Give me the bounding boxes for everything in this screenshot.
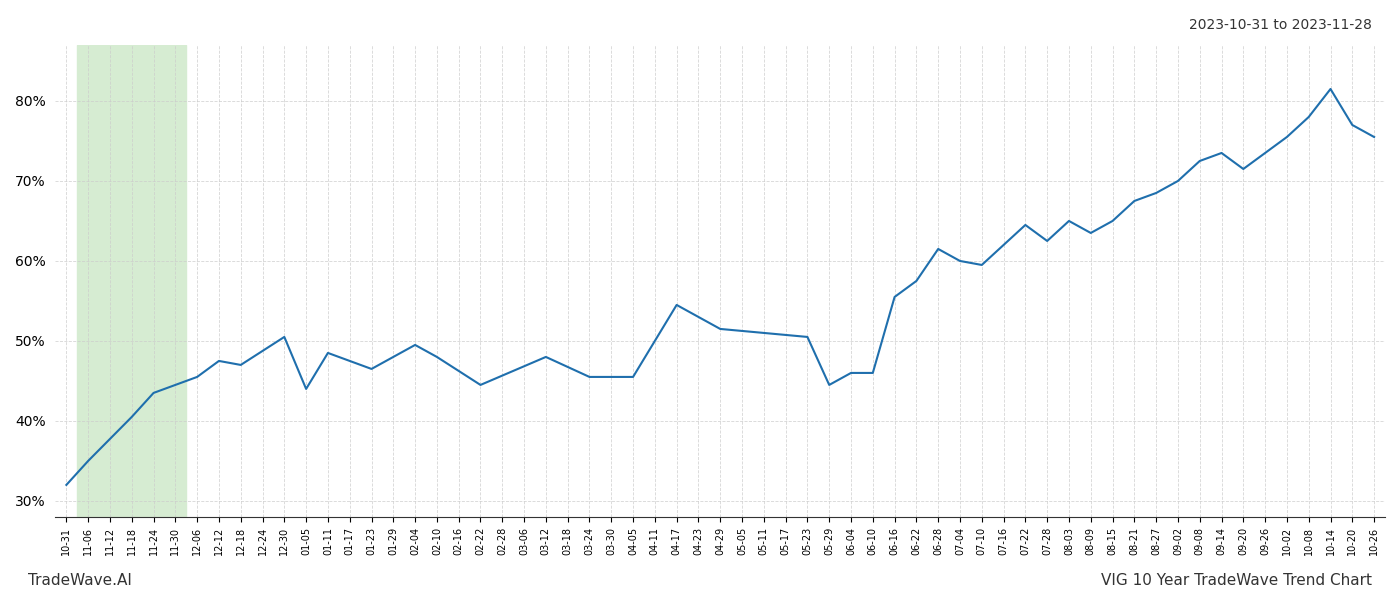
Bar xyxy=(77,45,186,517)
Text: TradeWave.AI: TradeWave.AI xyxy=(28,573,132,588)
Text: 2023-10-31 to 2023-11-28: 2023-10-31 to 2023-11-28 xyxy=(1189,18,1372,32)
Text: VIG 10 Year TradeWave Trend Chart: VIG 10 Year TradeWave Trend Chart xyxy=(1100,573,1372,588)
